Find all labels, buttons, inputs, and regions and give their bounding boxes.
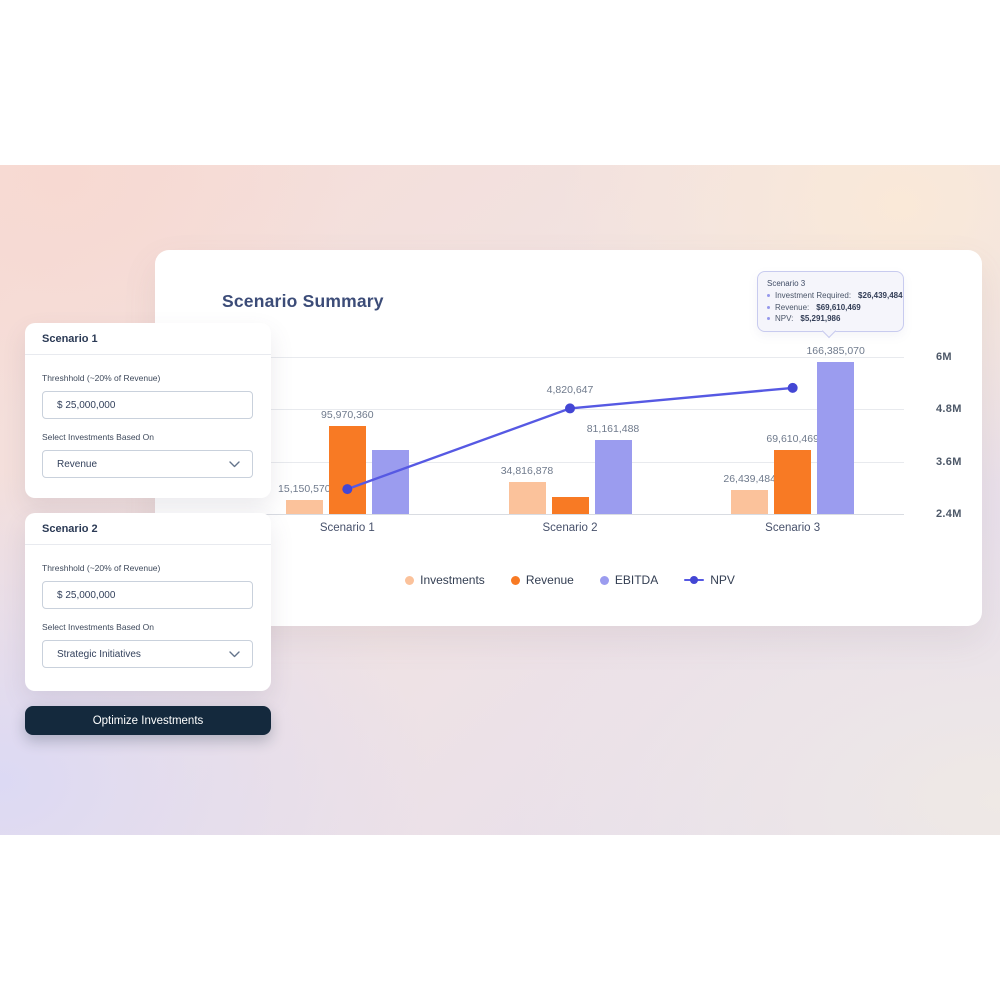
- legend-item-ebitda[interactable]: EBITDA: [599, 573, 659, 587]
- npv-value-label: 4,820,647: [546, 384, 594, 397]
- optimize-investments-button[interactable]: Optimize Investments: [25, 706, 271, 735]
- legend-dot-icon: [599, 575, 609, 585]
- tooltip-row: Revenue: $69,610,469: [767, 303, 894, 312]
- legend-item-investments[interactable]: Investments: [405, 573, 485, 587]
- npv-line: [342, 382, 798, 495]
- x-axis-label: Scenario 2: [542, 522, 598, 534]
- legend-item-npv[interactable]: NPV: [684, 573, 735, 587]
- investments-basis-select[interactable]: Strategic Initiatives: [42, 640, 253, 668]
- chevron-down-icon: [229, 650, 240, 657]
- x-axis-label: Scenario 3: [765, 522, 821, 534]
- x-axis-label: Scenario 1: [319, 522, 375, 534]
- legend-dot-icon: [510, 575, 520, 585]
- bar-investments-1[interactable]: [285, 500, 323, 514]
- chevron-down-icon: [229, 460, 240, 467]
- threshold-label: Threshhold (~20% of Revenue): [42, 563, 161, 573]
- tooltip-value: $5,291,986: [800, 314, 841, 323]
- gridline: [236, 461, 904, 463]
- bullet-icon: [767, 317, 770, 320]
- gridline: [236, 357, 904, 358]
- tooltip-value: $69,610,469: [816, 302, 861, 312]
- threshold-input[interactable]: [42, 391, 253, 419]
- bar-value-label: 95,970,360: [321, 409, 374, 421]
- legend-label: Investments: [420, 573, 485, 587]
- page-title: Scenario Summary: [222, 291, 384, 311]
- y-axis-tick: 3.6M: [936, 455, 962, 468]
- bar-value-label: 26,439,484: [723, 473, 776, 485]
- bar-value-label: 15,150,570: [278, 483, 331, 495]
- chart-legend: Investments Revenue EBITDA NPV: [236, 570, 904, 590]
- scenario-2-card: Scenario 2 Threshhold (~20% of Revenue) …: [25, 513, 271, 691]
- bullet-icon: [767, 305, 770, 309]
- bar-value-label: 81,161,488: [586, 423, 640, 435]
- tooltip-label: NPV:: [775, 314, 794, 323]
- bar-ebitda-3[interactable]: [817, 362, 855, 514]
- y-axis-tick: 6M: [936, 351, 952, 363]
- bar-value-label: 166,385,070: [806, 345, 865, 357]
- select-value: Revenue: [57, 458, 98, 470]
- y-axis-tick: 4.8M: [936, 403, 962, 416]
- threshold-label: Threshhold (~20% of Revenue): [42, 373, 161, 383]
- bar-investments-3[interactable]: [731, 490, 769, 514]
- threshold-input[interactable]: [42, 581, 253, 609]
- gridline: [236, 514, 904, 515]
- tooltip-label: Investment Required:: [775, 291, 852, 300]
- bar-value-label: 69,610,469: [766, 433, 819, 445]
- tooltip-row: NPV: $5,291,986: [767, 314, 894, 323]
- select-value: Strategic Initiatives: [57, 648, 141, 660]
- bar-ebitda-2[interactable]: [594, 440, 632, 514]
- bar-value-label: 34,816,878: [500, 465, 554, 477]
- plot-area: 6M 4.8M 3.6M 2.4M Scenario 1 15,150,570 95,970…: [236, 345, 961, 534]
- legend-label: EBITDA: [614, 573, 659, 587]
- tooltip-row: Investment Required: $26,439,484: [767, 291, 903, 300]
- scenario-2-heading: Scenario 2: [25, 513, 271, 545]
- legend-label: Revenue: [525, 573, 574, 587]
- legend-line-icon: [684, 576, 705, 584]
- bar-ebitda-1[interactable]: [371, 450, 409, 514]
- investments-basis-select[interactable]: Revenue: [42, 450, 253, 478]
- scenario-summary-card: Scenario Summary 6M 4.8M 3.6M 2.4M Scenario …: [155, 250, 982, 626]
- npv-point-3[interactable]: [787, 382, 798, 393]
- legend-item-revenue[interactable]: Revenue: [510, 573, 574, 587]
- bar-investments-2[interactable]: [508, 482, 546, 514]
- bullet-icon: [767, 294, 770, 297]
- tooltip-value: $26,439,484: [858, 291, 903, 300]
- npv-point-2[interactable]: [565, 403, 575, 414]
- npv-point-1[interactable]: [342, 484, 353, 495]
- bar-revenue-2[interactable]: [551, 497, 589, 514]
- y-axis-tick: 2.4M: [936, 508, 962, 520]
- tooltip-title: Scenario 3: [767, 279, 806, 288]
- bar-revenue-1[interactable]: [328, 426, 366, 514]
- scenario-1-heading: Scenario 1: [25, 323, 271, 355]
- legend-dot-icon: [405, 575, 415, 585]
- legend-label: NPV: [710, 573, 735, 587]
- bar-revenue-3[interactable]: [774, 450, 812, 514]
- tooltip-label: Revenue:: [775, 302, 810, 312]
- scenario-1-card: Scenario 1 Threshhold (~20% of Revenue) …: [25, 323, 271, 498]
- select-investments-label: Select Investments Based On: [42, 622, 154, 632]
- chart-tooltip: Scenario 3 Investment Required: $26,439,…: [757, 271, 904, 332]
- select-investments-label: Select Investments Based On: [42, 432, 154, 442]
